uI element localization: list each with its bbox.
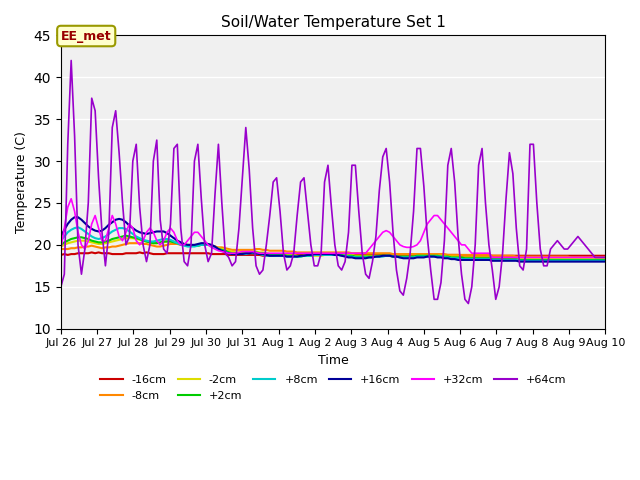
Text: EE_met: EE_met	[61, 30, 111, 43]
X-axis label: Time: Time	[317, 354, 349, 367]
Title: Soil/Water Temperature Set 1: Soil/Water Temperature Set 1	[221, 15, 445, 30]
Y-axis label: Temperature (C): Temperature (C)	[15, 131, 28, 233]
Legend: -16cm, -8cm, -2cm, +2cm, +8cm, +16cm, +32cm, +64cm: -16cm, -8cm, -2cm, +2cm, +8cm, +16cm, +3…	[96, 371, 570, 405]
